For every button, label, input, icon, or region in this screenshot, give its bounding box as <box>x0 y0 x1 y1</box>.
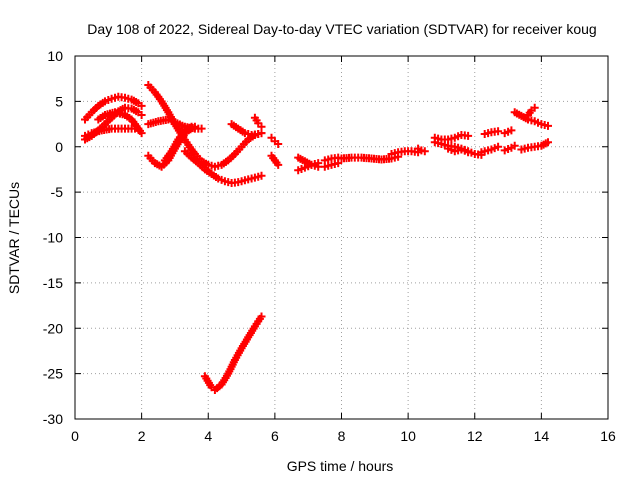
data-point <box>464 148 473 157</box>
data-series <box>267 151 283 169</box>
data-series <box>250 113 266 131</box>
data-point <box>334 159 343 168</box>
x-tick-label: 10 <box>400 428 416 444</box>
data-point <box>464 131 473 140</box>
data-series <box>430 131 473 144</box>
y-tick-label: -5 <box>51 184 64 200</box>
data-series <box>200 312 266 394</box>
data-series <box>500 141 519 155</box>
y-tick-label: 5 <box>55 93 63 109</box>
data-series <box>81 92 146 124</box>
y-tick-label: 0 <box>55 139 63 155</box>
x-axis-label: GPS time / hours <box>287 458 394 474</box>
y-tick-label: -25 <box>43 366 63 382</box>
data-series <box>444 144 473 157</box>
data-point <box>544 121 552 130</box>
x-tick-label: 4 <box>204 428 212 444</box>
data-point <box>137 111 146 119</box>
y-tick-label: -10 <box>43 230 63 246</box>
x-tick-label: 16 <box>600 428 616 444</box>
data-series <box>94 108 146 138</box>
y-tick-label: 10 <box>47 48 63 64</box>
data-point <box>257 122 266 131</box>
chart-title: Day 108 of 2022, Sidereal Day-to-day VTE… <box>87 21 596 37</box>
data-series <box>480 127 503 138</box>
data-series <box>500 126 516 138</box>
data-series <box>180 147 266 187</box>
y-tick-label: -20 <box>43 320 63 336</box>
grid <box>75 56 608 419</box>
data-point <box>494 142 503 151</box>
x-tick-label: 12 <box>467 428 483 444</box>
data-point <box>314 159 323 168</box>
data-series <box>294 159 323 175</box>
x-tick-label: 8 <box>338 428 346 444</box>
y-axis-label: SDTVAR / TECUs <box>6 182 22 294</box>
y-tick-label: -15 <box>43 275 63 291</box>
data-point <box>530 103 539 112</box>
x-tick-label: 0 <box>71 428 79 444</box>
data-point <box>510 141 519 150</box>
data-point <box>257 171 266 180</box>
data-point <box>507 126 516 135</box>
data-point <box>420 147 429 156</box>
data-series <box>227 120 266 139</box>
data-series <box>524 103 539 119</box>
x-tick-label: 2 <box>138 428 146 444</box>
data-point <box>197 124 206 133</box>
data-series <box>320 159 343 171</box>
data-series <box>477 142 503 157</box>
data-point <box>137 129 146 138</box>
data-series <box>414 144 429 156</box>
data-point <box>544 138 552 147</box>
data-point <box>494 127 503 136</box>
data-series <box>81 124 143 140</box>
x-tick-label: 6 <box>271 428 279 444</box>
y-tick-label: -30 <box>43 411 63 427</box>
x-tick-label: 14 <box>534 428 550 444</box>
data-series <box>267 133 283 148</box>
data-point <box>257 312 266 321</box>
data-point <box>274 140 283 148</box>
axis-tick-labels: 0 2 4 6 8 10 12 14 16 -30 -25 -20 -15 -10 -5 0 5 10 <box>43 48 616 444</box>
data-series <box>160 122 196 165</box>
data-point <box>274 160 283 169</box>
data-series <box>517 138 552 154</box>
data-marks <box>81 81 552 394</box>
plot-frame <box>74 55 609 420</box>
data-point <box>187 122 196 131</box>
data-point <box>137 101 146 110</box>
